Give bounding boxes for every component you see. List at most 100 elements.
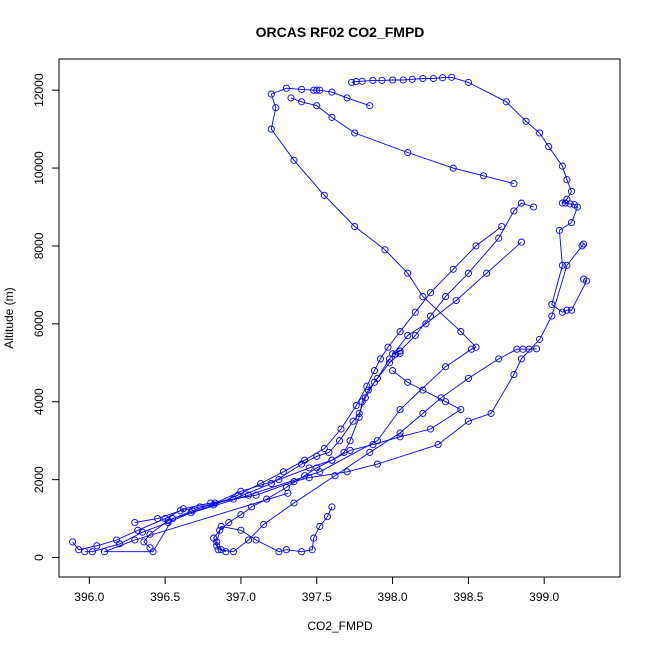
data-point [558,199,566,207]
data-point [305,474,313,482]
data-point [404,378,412,386]
data-point [331,472,339,480]
x-tick-label: 398.0 [378,590,408,604]
data-point [545,143,553,151]
data-point [464,269,472,277]
data-point [176,507,184,515]
data-point [404,148,412,157]
data-point [558,261,566,269]
y-tick-label: 4000 [32,388,46,415]
data-point [567,306,576,314]
data-point [426,312,435,320]
series-group [287,94,518,188]
data-point [140,538,148,546]
x-axis-label: CO2_FMPD [307,619,373,633]
data-point [346,446,354,454]
data-point [328,113,336,121]
y-tick-label: 10000 [32,151,46,185]
data-point [373,374,381,382]
data-point [320,191,328,199]
data-point [373,460,381,468]
data-point [328,88,336,96]
x-tick-label: 396.5 [150,590,180,604]
data-point [373,437,381,445]
data-point [355,413,363,421]
data-point [275,548,283,556]
y-axis: 0 2000 4000 6000 8000 10000 12000 [32,73,60,561]
series-layer [69,73,591,556]
data-point [301,472,309,480]
x-axis: 396.0 396.5 397.0 397.5 398.0 398.5 399.0 [74,576,560,604]
data-point [426,425,435,433]
data-point [370,367,378,375]
series-line [213,370,462,553]
data-point [479,172,488,180]
data-point [213,542,221,550]
data-point [457,328,465,336]
data-point [305,464,313,472]
data-point [467,345,475,353]
y-tick-label: 0 [32,554,46,561]
data-point [522,117,530,125]
data-point [313,464,321,472]
data-point [369,76,377,84]
x-tick-label: 397.0 [226,590,256,604]
data-point [229,495,237,503]
data-point [517,199,525,207]
data-point [358,398,366,406]
data-point [495,234,503,242]
data-point [316,522,324,530]
x-tick-label: 398.5 [453,590,483,604]
data-point [580,275,588,283]
series-group [213,345,541,556]
data-point [257,479,265,488]
data-point [419,386,427,394]
data-point [452,296,460,305]
data-point [442,293,450,301]
data-point [267,90,275,98]
data-point [146,544,154,552]
data-point [530,203,538,211]
series-line [216,348,537,553]
data-point [234,491,242,499]
series-line [84,226,502,553]
data-point [316,86,324,94]
data-point [439,74,447,82]
data-point [442,363,450,371]
data-point [301,456,309,464]
x-tick-label: 396.0 [74,590,104,604]
data-point [396,405,404,414]
data-point [517,238,525,246]
series-line [134,202,534,523]
data-point [348,78,356,86]
data-point [116,540,124,548]
data-point [449,265,457,273]
data-point [563,176,571,184]
data-point [298,548,306,556]
data-point [563,261,571,269]
series-group [100,84,480,556]
data-point [351,222,359,231]
data-point [580,240,588,248]
data-point [536,129,544,137]
data-point [363,382,371,390]
data-point [290,156,298,164]
data-point [244,536,253,544]
data-point [282,483,290,491]
data-point [434,441,442,449]
data-point [131,536,139,544]
data-point [472,343,480,351]
data-point [389,367,397,375]
data-point [323,513,331,521]
data-point [558,308,566,316]
data-point [396,433,404,441]
series-line [351,76,588,313]
data-point [138,528,146,536]
data-point [449,164,457,172]
data-point [358,77,366,85]
data-point [69,538,77,546]
data-point [384,343,392,351]
data-point [169,515,177,523]
data-point [93,542,101,550]
data-point [566,200,574,208]
